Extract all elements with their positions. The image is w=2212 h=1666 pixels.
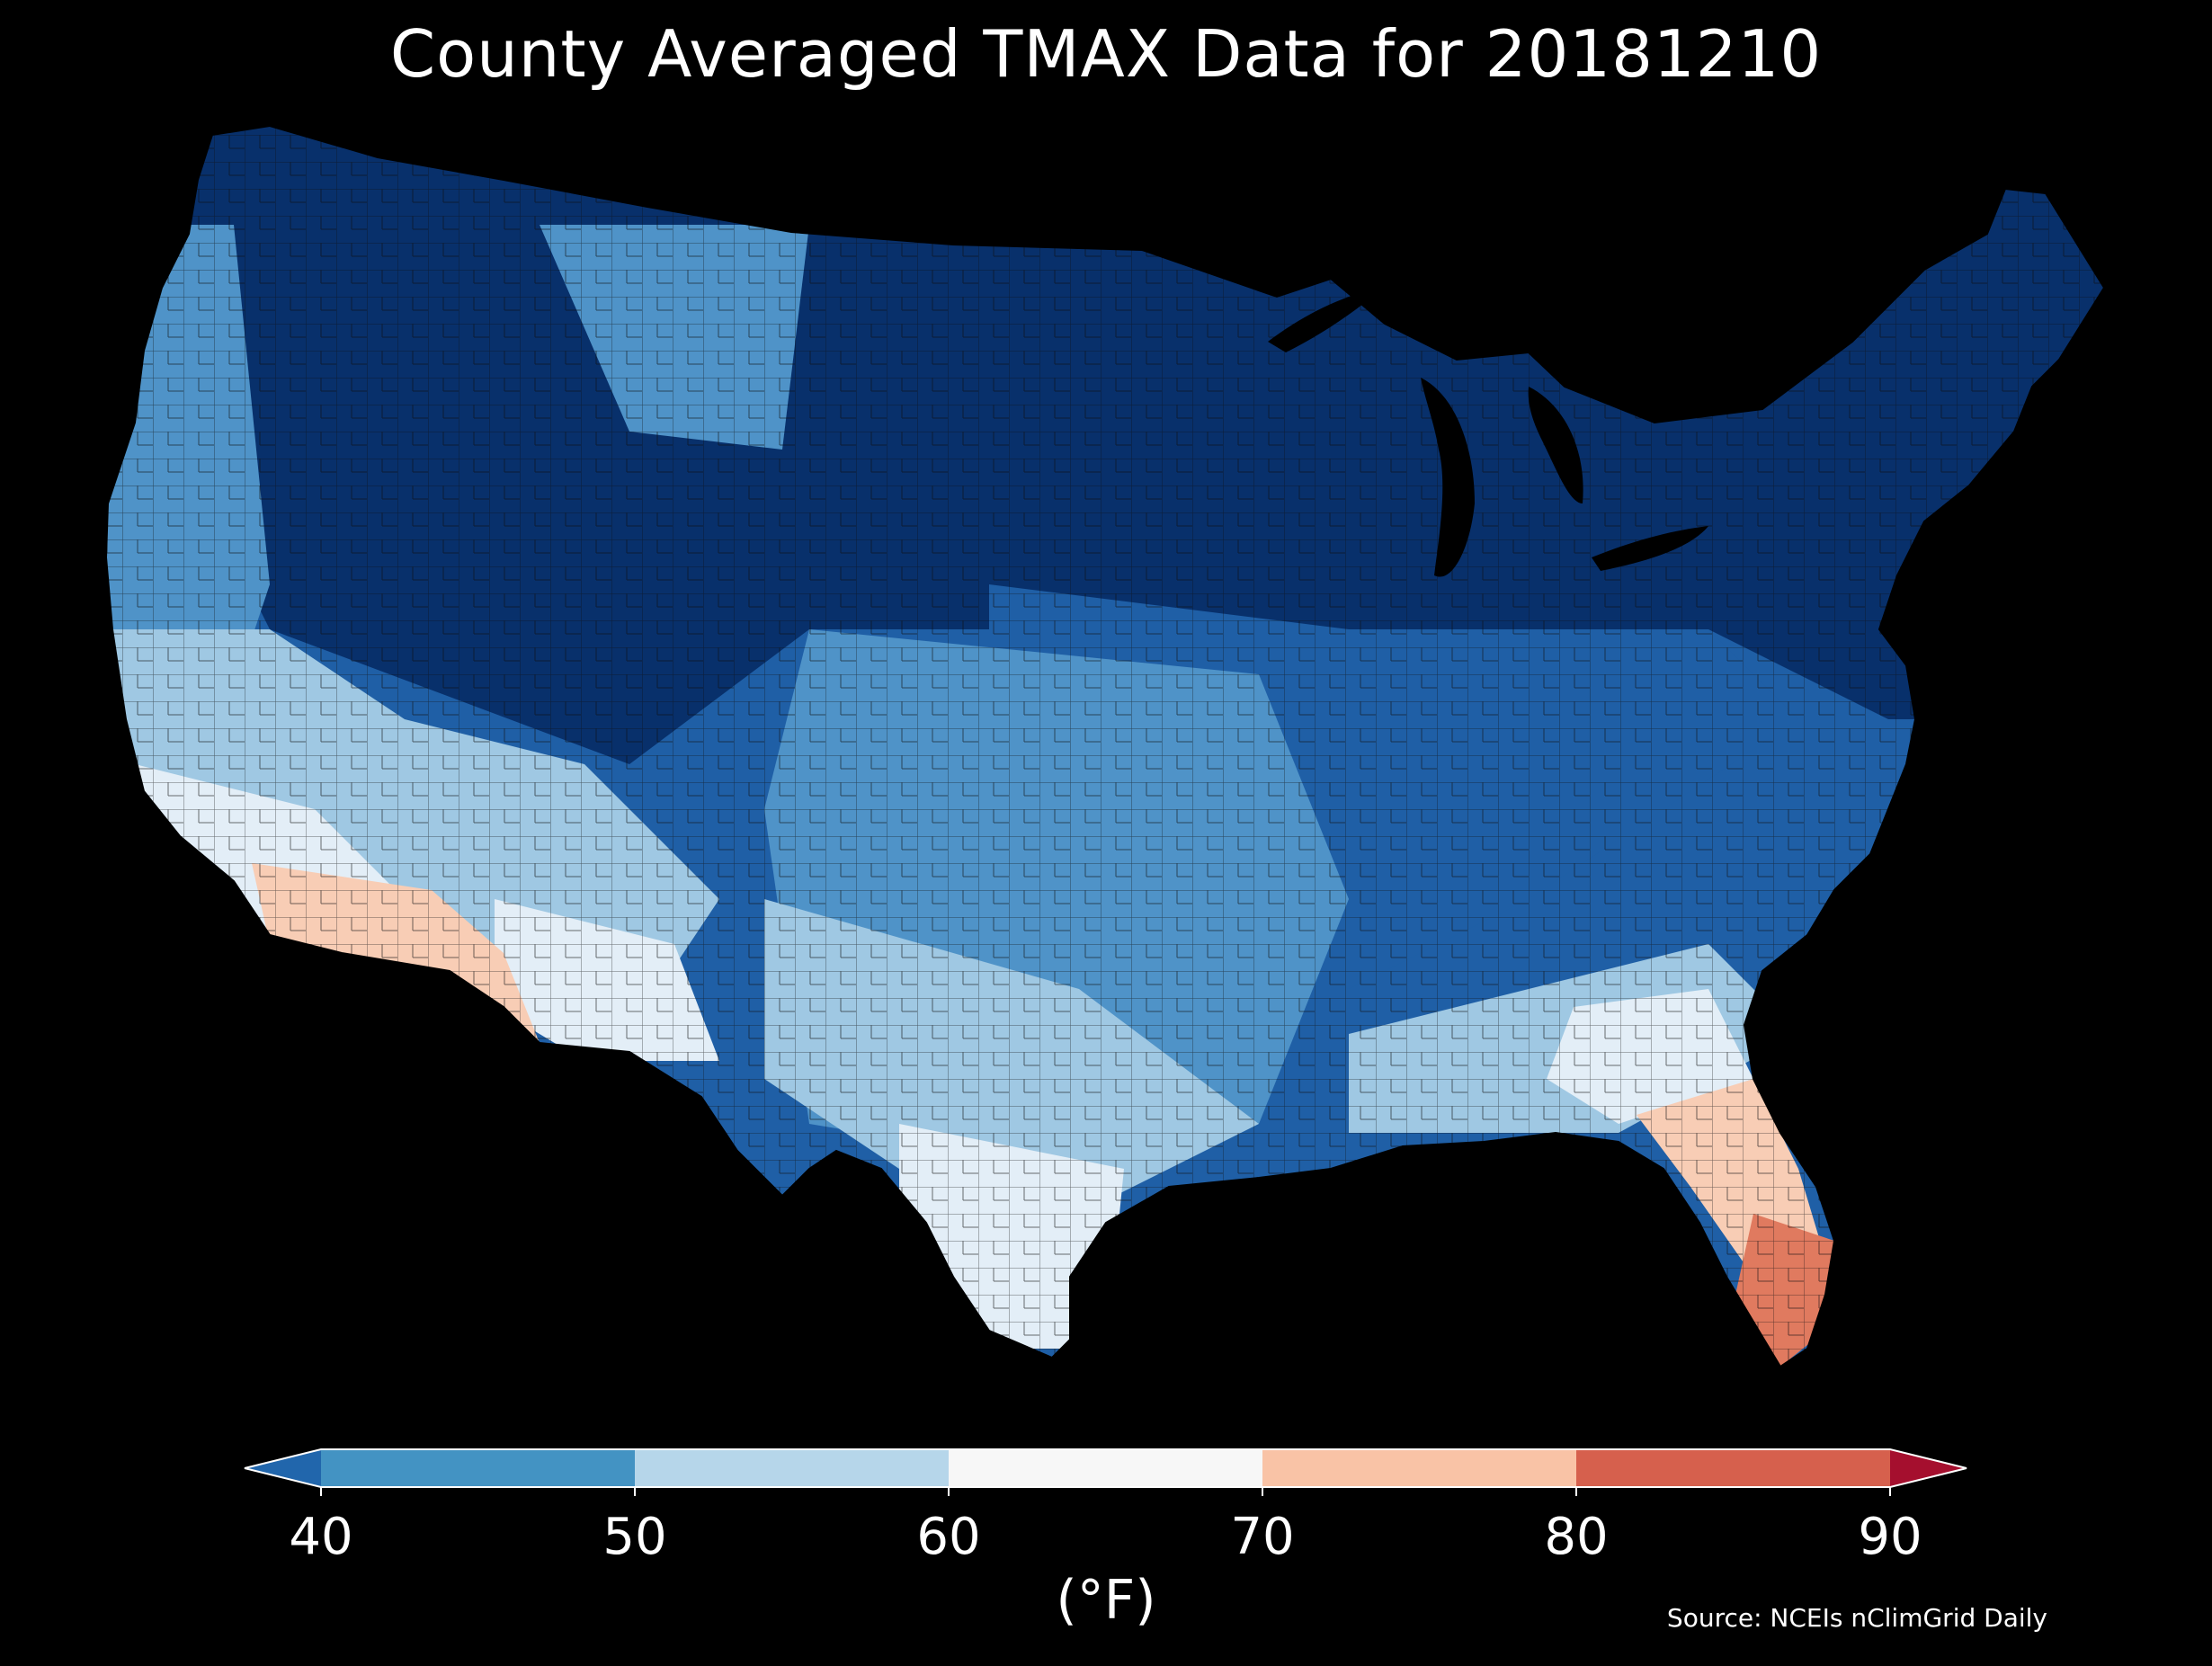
colorbar-over-arrow [1890,1449,1967,1487]
lake-erie [1592,526,1708,571]
colorbar-under-arrow [245,1449,321,1487]
colorbar-bin-3 [1262,1449,1576,1487]
colorbar-bin-1 [635,1449,949,1487]
colorbar-tick-label: 80 [1544,1508,1609,1566]
map-title: County Averaged TMAX Data for 20181210 [389,16,1823,92]
colorbar-bin-4 [1576,1449,1890,1487]
colorbar-unit-label: (°F) [1056,1569,1156,1632]
colorbar-tick-label: 40 [289,1508,353,1566]
lake-huron [1528,387,1583,503]
colorbar-tick-label: 50 [602,1508,667,1566]
colorbar-tick-label: 70 [1230,1508,1295,1566]
colorbar [244,1448,1967,1496]
colorbar-tick-label: 90 [1858,1508,1922,1566]
colorbar-bin-0 [321,1449,635,1487]
source-credit: Source: NCEIs nClimGrid Daily [1666,1603,2047,1633]
lake-michigan [1421,378,1475,577]
colorbar-bin-2 [949,1449,1262,1487]
lake-superior [1268,286,1385,352]
colorbar-tick-label: 60 [916,1508,981,1566]
